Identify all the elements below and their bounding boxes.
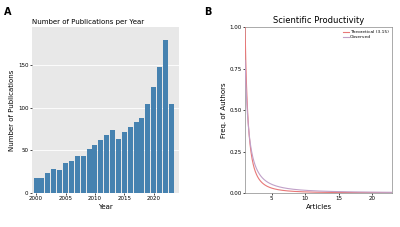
Observed <box>360 191 365 193</box>
Theoretical (3.15) <box>243 26 248 29</box>
Bar <box>157 67 162 193</box>
Bar <box>92 145 97 193</box>
Bar <box>140 118 144 193</box>
Observed <box>258 174 262 176</box>
Bar <box>134 122 138 193</box>
Theoretical (3.15) <box>302 190 307 193</box>
Bar <box>104 135 109 193</box>
Bar <box>69 161 74 193</box>
Title: Scientific Productivity: Scientific Productivity <box>273 16 364 25</box>
Bar <box>75 155 80 193</box>
Bar <box>151 87 156 193</box>
Bar <box>63 163 68 193</box>
Text: A: A <box>4 7 12 17</box>
Theoretical (3.15) <box>307 191 312 193</box>
Bar <box>116 138 121 193</box>
X-axis label: Year: Year <box>98 204 113 210</box>
Bar <box>45 173 50 193</box>
Text: Number of Publications per Year: Number of Publications per Year <box>32 20 144 25</box>
Line: Theoretical (3.15): Theoretical (3.15) <box>245 27 392 193</box>
Bar <box>169 104 174 193</box>
Bar <box>86 149 92 193</box>
Y-axis label: Number of Publications: Number of Publications <box>9 69 15 151</box>
Bar <box>163 40 168 193</box>
Bar <box>34 178 39 193</box>
Bar <box>81 155 86 193</box>
Observed <box>344 190 348 193</box>
Theoretical (3.15) <box>390 191 394 194</box>
Legend: Theoretical (3.15), Observed: Theoretical (3.15), Observed <box>342 30 390 40</box>
Theoretical (3.15) <box>360 191 365 194</box>
X-axis label: Articles: Articles <box>306 204 332 210</box>
Bar <box>145 104 150 193</box>
Theoretical (3.15) <box>258 179 262 182</box>
Text: B: B <box>204 7 211 17</box>
Observed <box>243 59 248 62</box>
Bar <box>51 169 56 193</box>
Theoretical (3.15) <box>357 191 362 194</box>
Theoretical (3.15) <box>344 191 348 194</box>
Observed <box>390 191 394 194</box>
Bar <box>110 130 115 193</box>
Observed <box>307 189 312 192</box>
Bar <box>122 132 127 193</box>
Y-axis label: Freq. of Authors: Freq. of Authors <box>220 82 226 138</box>
Bar <box>40 178 44 193</box>
Bar <box>98 140 103 193</box>
Bar <box>57 170 62 193</box>
Observed <box>302 189 307 192</box>
Observed <box>357 191 362 193</box>
Bar <box>128 127 133 193</box>
Line: Observed: Observed <box>245 60 392 192</box>
